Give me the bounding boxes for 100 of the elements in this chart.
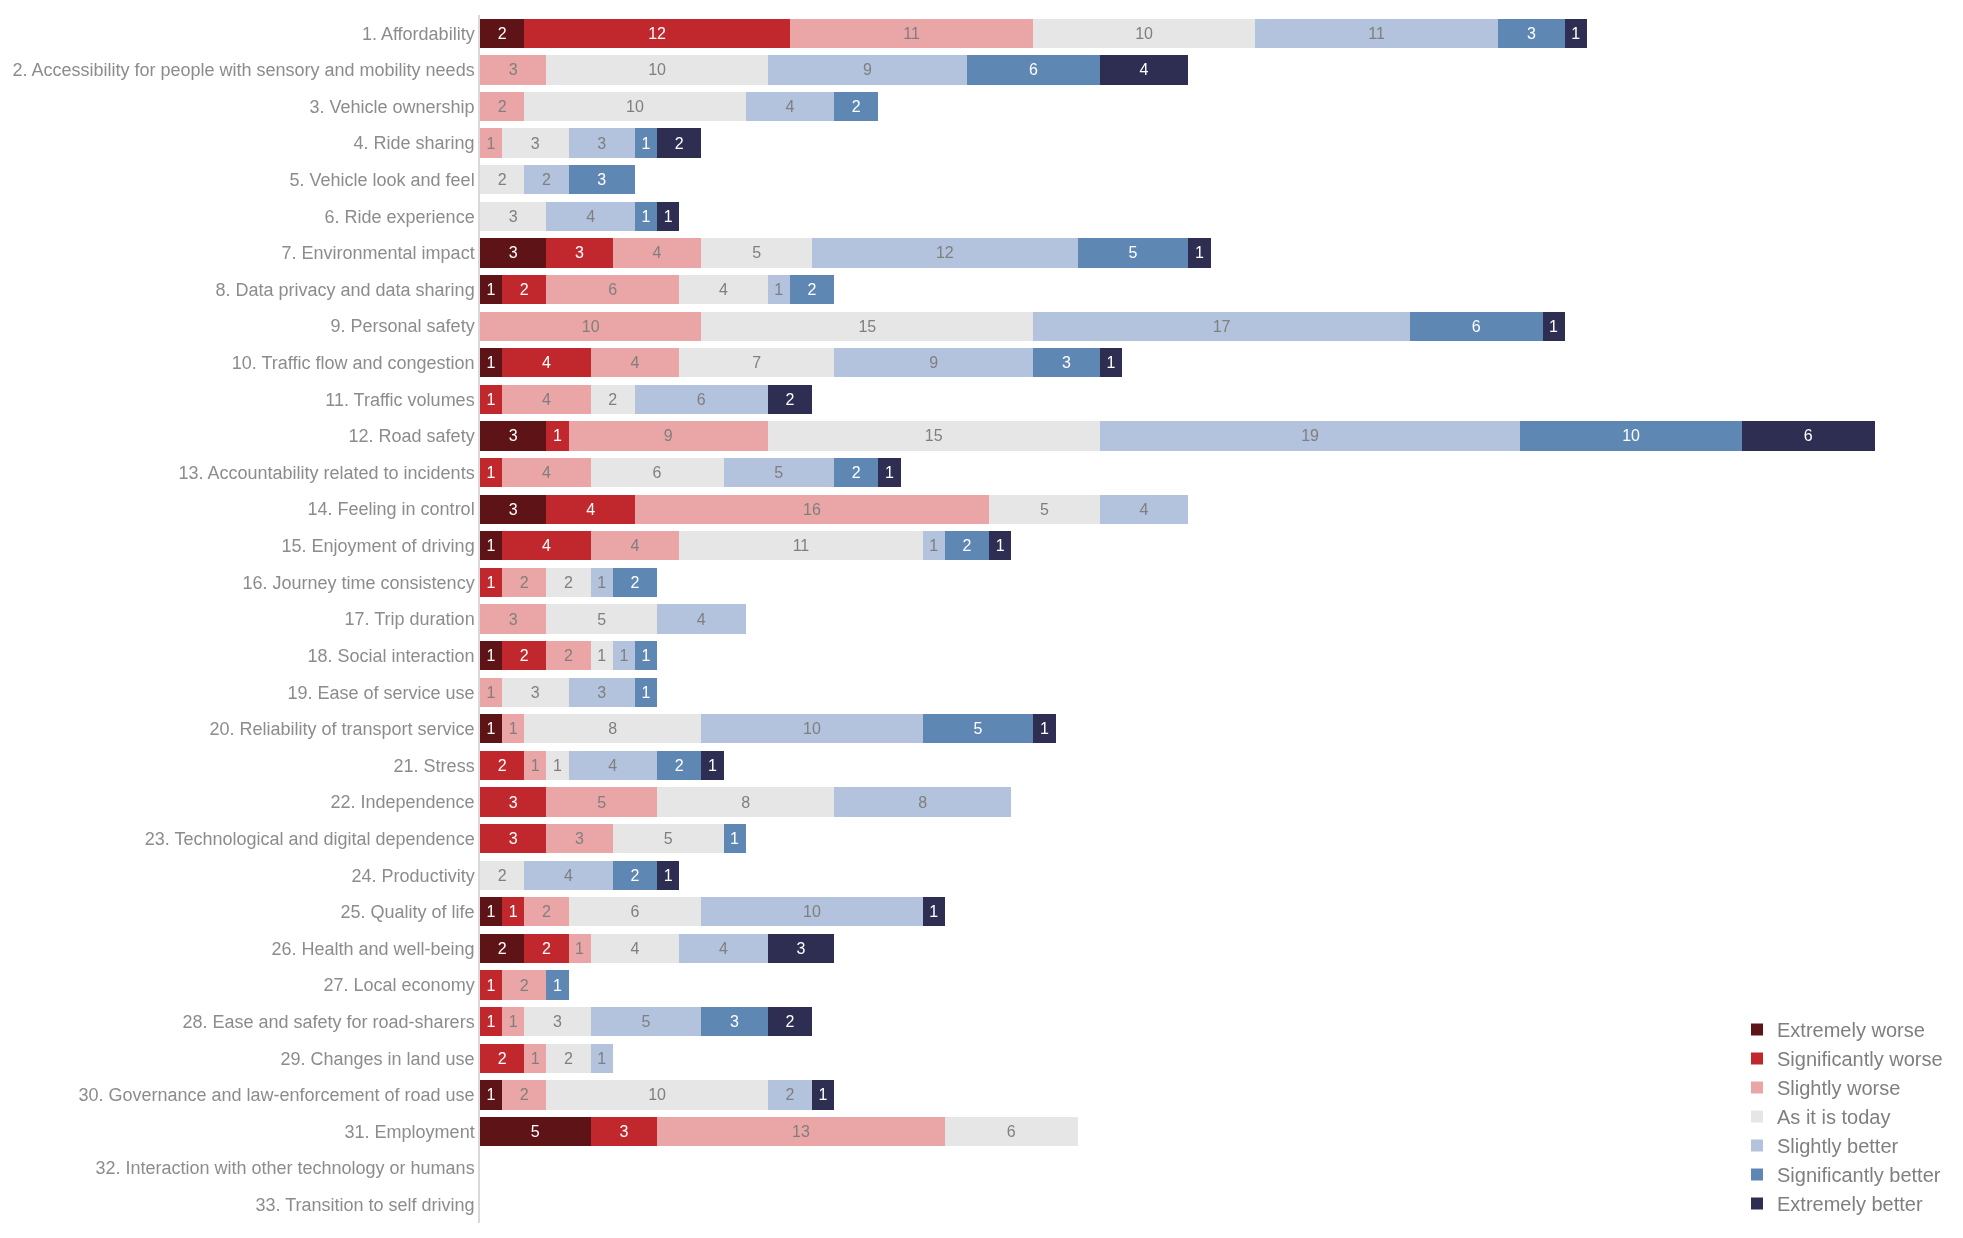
data-label: 1 (663, 207, 673, 225)
bar (657, 860, 680, 890)
bar (679, 933, 768, 964)
y-tick-label: 19. Ease of service use (287, 682, 475, 703)
data-label: 1 (663, 866, 673, 884)
data-label: 1 (1194, 244, 1204, 262)
bar (502, 567, 547, 598)
data-label: 8 (741, 793, 751, 811)
data-label: 10 (648, 61, 667, 79)
data-label: 1 (486, 903, 496, 921)
y-tick-label: 1. Affordability (361, 23, 475, 44)
bar (502, 970, 547, 1000)
data-label: 3 (530, 683, 540, 701)
data-label: 4 (608, 756, 618, 774)
data-label: 1 (552, 976, 562, 994)
y-tick-label: 28. Ease and safety for road-sharers (182, 1011, 475, 1032)
data-label: 6 (696, 390, 706, 408)
data-label: 4 (696, 610, 706, 628)
bar (480, 567, 503, 598)
data-label: 2 (807, 281, 817, 299)
bar (480, 714, 503, 744)
data-label: 5 (973, 720, 983, 738)
data-label: 5 (752, 244, 762, 262)
y-tick-label: 11. Traffic volumes (325, 389, 475, 410)
bar (480, 494, 547, 524)
bar (1099, 494, 1189, 524)
y-tick-label: 21. Stress (393, 755, 475, 776)
data-label: 2 (519, 573, 529, 591)
bar (524, 1043, 547, 1073)
data-label: 1 (1039, 720, 1049, 738)
data-label: 15 (924, 427, 943, 445)
bar (723, 823, 746, 854)
data-label: 1 (486, 281, 496, 299)
bar (480, 311, 702, 341)
data-label: 3 (508, 427, 518, 445)
y-tick-label: 14. Feeling in control (307, 499, 475, 520)
data-label: 3 (508, 830, 518, 848)
data-label: 2 (674, 756, 684, 774)
legend-label: Slightly worse (1777, 1077, 1901, 1100)
y-tick-label: 22. Independence (330, 792, 475, 813)
data-label: 1 (597, 647, 607, 665)
data-label: 1 (995, 537, 1005, 555)
data-label: 2 (497, 939, 507, 957)
bar (568, 750, 658, 781)
bar (701, 897, 923, 927)
data-label: 4 (586, 500, 596, 518)
bar (789, 274, 835, 305)
bar (701, 1007, 768, 1037)
data-label: 4 (785, 98, 795, 116)
data-label: 3 (730, 1013, 740, 1031)
data-label: 2 (564, 1049, 574, 1067)
bar (502, 1007, 525, 1037)
data-label: 2 (519, 976, 529, 994)
y-tick-label: 30. Governance and law-enforcement of road use (78, 1085, 475, 1106)
bar (568, 165, 635, 195)
bar (480, 201, 547, 231)
data-label: 1 (597, 573, 607, 591)
data-label: 1 (486, 354, 496, 372)
y-tick-label: 7. Environmental impact (281, 243, 475, 264)
bar (524, 91, 746, 122)
data-label: 3 (597, 683, 607, 701)
y-tick-label: 5. Vehicle look and feel (289, 170, 475, 191)
data-label: 1 (530, 1049, 540, 1067)
data-label: 1 (885, 464, 895, 482)
data-label: 4 (564, 866, 574, 884)
bar (767, 421, 1100, 451)
data-label: 2 (519, 647, 529, 665)
data-label: 3 (597, 134, 607, 152)
data-label: 1 (619, 647, 629, 665)
bar (634, 640, 658, 671)
bar (502, 1080, 547, 1110)
data-label: 8 (918, 793, 928, 811)
bar (546, 640, 591, 671)
data-label: 2 (851, 98, 861, 116)
bar (546, 55, 768, 85)
data-label: 1 (486, 573, 496, 591)
data-label: 1 (486, 976, 496, 994)
bar (568, 421, 768, 451)
bar (568, 128, 635, 158)
bar (502, 714, 525, 744)
y-tick-label: 17. Trip duration (344, 609, 475, 630)
data-label: 3 (530, 134, 540, 152)
bar (546, 1080, 768, 1110)
bar (1033, 348, 1100, 378)
data-label: 1 (508, 720, 518, 738)
data-label: 11 (1368, 24, 1385, 42)
bar (480, 18, 525, 48)
bar (568, 933, 591, 964)
y-tick-label: 8. Data privacy and data sharing (215, 279, 475, 300)
data-label: 4 (541, 537, 551, 555)
data-label: 1 (1549, 317, 1559, 335)
bar (502, 897, 525, 927)
bar (480, 677, 503, 707)
bar (502, 531, 591, 561)
bar (701, 750, 724, 781)
bar (634, 384, 768, 415)
bar (480, 604, 547, 634)
bar (546, 274, 680, 305)
bar (480, 640, 503, 671)
bar (989, 494, 1100, 524)
